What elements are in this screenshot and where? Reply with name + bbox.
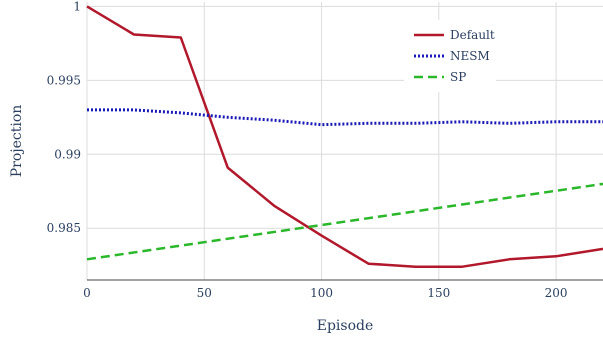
legend[interactable]: Default NESM SP bbox=[404, 20, 496, 92]
x-axis-title: Episode bbox=[317, 318, 374, 334]
y-tick-labels: 0.985 0.99 0.995 1 bbox=[47, 0, 81, 235]
grid bbox=[86, 2, 603, 280]
legend-label: NESM bbox=[450, 49, 490, 63]
x-tick-label: 200 bbox=[545, 286, 568, 300]
y-tick-label: 1 bbox=[73, 0, 81, 13]
x-tick-label: 0 bbox=[83, 286, 91, 300]
legend-item-sp[interactable]: SP bbox=[414, 70, 466, 84]
x-tick-labels: 0 50 100 150 200 bbox=[83, 286, 567, 300]
series-line-nesm bbox=[87, 108, 603, 127]
y-axis-title: Projection bbox=[9, 105, 25, 178]
legend-label: SP bbox=[450, 70, 466, 84]
series-line-sp bbox=[86, 182, 603, 261]
x-tick-label: 150 bbox=[427, 286, 450, 300]
y-tick-label: 0.995 bbox=[47, 73, 81, 87]
series-line-default bbox=[86, 5, 603, 268]
y-tick-label: 0.985 bbox=[47, 221, 81, 235]
legend-label: Default bbox=[450, 28, 495, 42]
legend-item-default[interactable]: Default bbox=[414, 28, 495, 42]
legend-item-nesm[interactable]: NESM bbox=[414, 49, 490, 63]
x-tick-label: 100 bbox=[310, 286, 333, 300]
series-lines bbox=[86, 5, 603, 268]
y-tick-label: 0.99 bbox=[54, 147, 81, 161]
x-tick-label: 50 bbox=[197, 286, 212, 300]
